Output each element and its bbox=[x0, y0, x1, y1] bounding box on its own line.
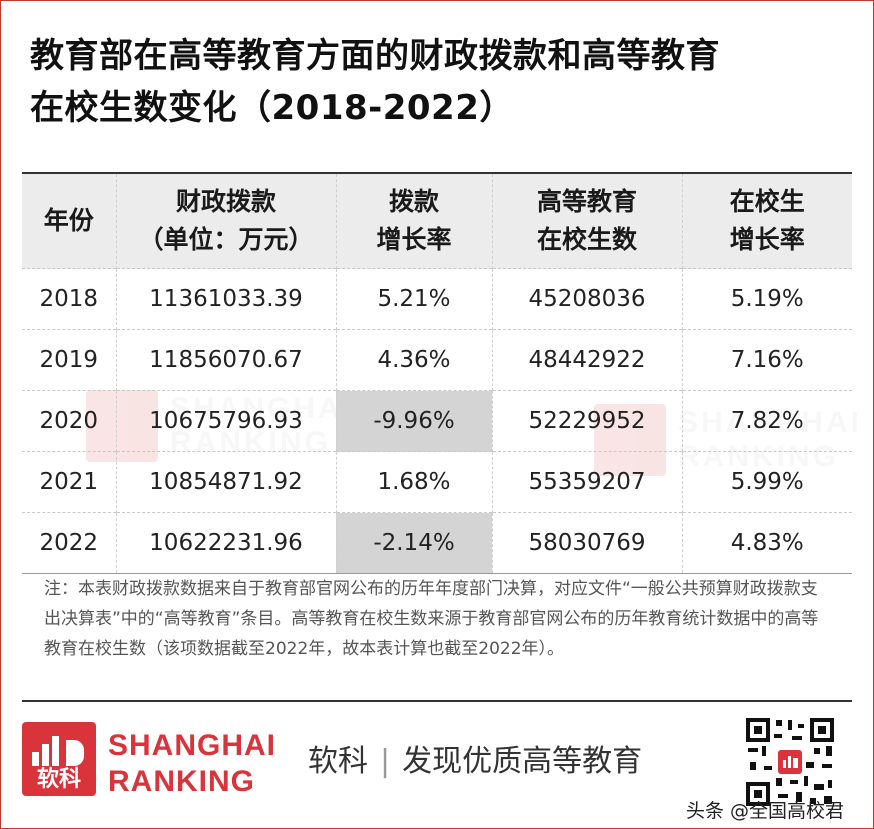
cell-year: 2022 bbox=[22, 512, 116, 574]
table-row: 2019 11856070.67 4.36% 48442922 7.16% bbox=[22, 329, 852, 391]
cell-student-growth: 4.83% bbox=[681, 512, 852, 574]
cell-year: 2021 bbox=[22, 451, 116, 513]
cell-year: 2019 bbox=[22, 329, 116, 391]
table-row: 2020 10675796.93 -9.96% 52229952 7.82% bbox=[22, 390, 852, 452]
cell-year: 2020 bbox=[22, 390, 116, 452]
page-title: 教育部在高等教育方面的财政拨款和高等教育 在校生数变化（2018-2022） bbox=[30, 30, 850, 134]
title-line-2: 在校生数变化（2018-2022） bbox=[30, 88, 514, 128]
header-funding-growth: 拨款 增长率 bbox=[335, 172, 492, 269]
cell-funding: 10675796.93 bbox=[115, 390, 336, 452]
cell-funding-growth-negative: -9.96% bbox=[335, 390, 492, 452]
cell-funding: 11856070.67 bbox=[115, 329, 336, 391]
brand-line-2: RANKING bbox=[108, 765, 255, 798]
slogan-separator: | bbox=[380, 744, 391, 779]
cell-student-growth: 5.99% bbox=[681, 451, 852, 513]
brand-line-1: SHANGHAI bbox=[108, 729, 277, 762]
cell-year: 2018 bbox=[22, 268, 116, 330]
brand-name: SHANGHAI RANKING bbox=[108, 728, 276, 800]
slogan-right: 发现优质高等教育 bbox=[402, 744, 643, 779]
cell-funding-growth-negative: -2.14% bbox=[335, 512, 492, 574]
cell-funding-growth: 1.68% bbox=[335, 451, 492, 513]
data-table: 年份 财政拨款 （单位：万元） 拨款 增长率 高等教育 在校生数 在校生 增长率… bbox=[22, 172, 852, 574]
table-row: 2018 11361033.39 5.21% 45208036 5.19% bbox=[22, 268, 852, 330]
header-student-growth: 在校生 增长率 bbox=[681, 172, 852, 269]
qr-code-icon bbox=[744, 716, 836, 808]
table-header: 年份 财政拨款 （单位：万元） 拨款 增长率 高等教育 在校生数 在校生 增长率 bbox=[22, 172, 852, 269]
table-row: 2022 10622231.96 -2.14% 58030769 4.83% bbox=[22, 512, 852, 574]
table-body: 2018 11361033.39 5.21% 45208036 5.19% 20… bbox=[22, 268, 852, 574]
cell-student-growth: 7.82% bbox=[681, 390, 852, 452]
cell-funding: 10622231.96 bbox=[115, 512, 336, 574]
header-year: 年份 bbox=[22, 172, 116, 269]
cell-funding: 10854871.92 bbox=[115, 451, 336, 513]
title-line-1: 教育部在高等教育方面的财政拨款和高等教育 bbox=[30, 36, 720, 76]
table-note: 注：本表财政拨款数据来自于教育部官网公布的历年年度部门决算，对应文件“一般公共预… bbox=[44, 579, 819, 659]
cell-student-growth: 7.16% bbox=[681, 329, 852, 391]
header-students: 高等教育 在校生数 bbox=[491, 172, 682, 269]
header-funding: 财政拨款 （单位：万元） bbox=[115, 172, 336, 269]
cell-funding-growth: 4.36% bbox=[335, 329, 492, 391]
cell-students: 58030769 bbox=[491, 512, 682, 574]
cell-students: 55359207 bbox=[491, 451, 682, 513]
footer-divider bbox=[22, 700, 852, 702]
cell-funding-growth: 5.21% bbox=[335, 268, 492, 330]
cell-students: 48442922 bbox=[491, 329, 682, 391]
table-row: 2021 10854871.92 1.68% 55359207 5.99% bbox=[22, 451, 852, 513]
slogan: 软科 | 发现优质高等教育 bbox=[308, 742, 642, 782]
cell-student-growth: 5.19% bbox=[681, 268, 852, 330]
cell-students: 52229952 bbox=[491, 390, 682, 452]
footer-credit: 头条 @全国高校君 bbox=[685, 800, 844, 822]
logo-text: 软科 bbox=[36, 767, 81, 792]
shanghai-ranking-logo-icon: 软科 bbox=[22, 722, 96, 796]
cell-funding: 11361033.39 bbox=[115, 268, 336, 330]
cell-students: 45208036 bbox=[491, 268, 682, 330]
slogan-left: 软科 bbox=[308, 744, 368, 779]
